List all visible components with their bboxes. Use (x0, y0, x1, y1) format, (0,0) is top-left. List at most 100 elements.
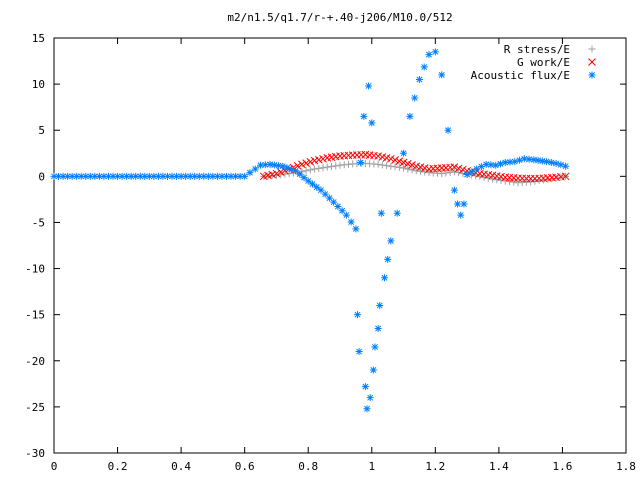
data-point (516, 156, 524, 164)
data-point (361, 383, 369, 391)
y-tick-label: -5 (32, 216, 45, 229)
data-point (173, 172, 181, 180)
data-point (482, 160, 490, 168)
data-point (561, 172, 570, 181)
data-point (261, 161, 269, 169)
legend-label: Acoustic flux/E (471, 69, 570, 82)
x-tick-label: 0.8 (298, 460, 318, 473)
data-point (383, 162, 391, 170)
data-point (408, 166, 416, 174)
data-point (275, 162, 283, 170)
data-point (266, 160, 274, 168)
data-point (450, 163, 459, 171)
data-point (360, 112, 368, 120)
data-point (136, 172, 144, 180)
y-tick-label: -15 (25, 309, 45, 322)
data-point (412, 167, 420, 175)
data-point (257, 161, 265, 169)
data-point (104, 172, 112, 180)
data-point (236, 172, 244, 180)
data-point (520, 155, 528, 163)
data-point (332, 162, 340, 170)
data-point (55, 172, 63, 180)
data-point (73, 172, 81, 180)
data-point (438, 170, 446, 178)
data-point (387, 162, 395, 170)
data-point (543, 158, 551, 166)
data-point (501, 159, 509, 166)
data-point (319, 164, 327, 172)
y-tick-label: -10 (25, 263, 45, 276)
data-point (311, 165, 319, 173)
data-point (154, 172, 162, 180)
data-point (213, 172, 221, 180)
data-marks (50, 48, 570, 413)
data-point (118, 172, 126, 180)
data-point (371, 343, 379, 351)
x-tick-label: 1 (368, 460, 375, 473)
data-point (552, 174, 560, 182)
data-point (493, 176, 501, 184)
data-point (59, 172, 67, 180)
data-point (334, 202, 342, 210)
plot-border (53, 37, 627, 454)
data-point (272, 169, 281, 178)
y-tick-label: 5 (38, 124, 45, 137)
data-point (487, 161, 495, 169)
x-tick-label: 0.6 (235, 460, 255, 473)
data-point (328, 162, 336, 170)
legend-marker (588, 71, 596, 79)
legend-label: R stress/E (504, 43, 570, 56)
data-point (444, 126, 452, 134)
data-point (342, 211, 350, 219)
data-point (363, 405, 371, 413)
x-tick-label: 1.4 (489, 460, 509, 473)
data-point (323, 163, 331, 171)
y-tick-label: -30 (25, 447, 45, 460)
data-point (489, 175, 497, 183)
data-point (505, 178, 513, 186)
data-point (141, 172, 149, 180)
data-point (421, 168, 429, 176)
data-point (296, 170, 304, 178)
data-point (408, 161, 416, 169)
data-point (298, 160, 306, 169)
data-point (132, 172, 140, 180)
data-point (306, 166, 314, 174)
data-point (374, 160, 382, 168)
data-point (357, 159, 365, 166)
data-point (496, 160, 504, 168)
data-point (186, 172, 194, 180)
y-tick-label: 0 (38, 170, 45, 183)
data-point (114, 172, 122, 180)
data-point (321, 190, 329, 198)
data-point (420, 63, 428, 71)
data-point (352, 225, 360, 233)
data-point (68, 172, 76, 180)
data-point (317, 186, 325, 194)
data-point (534, 156, 542, 164)
data-point (378, 161, 386, 169)
data-point (204, 172, 212, 180)
data-point (109, 172, 117, 180)
chart-title: m2/n1.5/q1.7/r-+.40-j206/M10.0/512 (227, 11, 452, 24)
data-point (450, 186, 458, 194)
legend-marker (588, 58, 596, 66)
data-point (195, 172, 203, 180)
data-point (127, 172, 135, 180)
data-point (330, 198, 338, 206)
data-point (95, 172, 103, 180)
data-point (400, 164, 408, 172)
data-point (391, 163, 399, 171)
data-point (484, 174, 492, 182)
data-point (387, 237, 395, 245)
data-point (457, 211, 465, 219)
data-point (501, 177, 509, 185)
data-point (283, 164, 291, 172)
data-point (380, 274, 388, 282)
data-point (223, 172, 231, 180)
data-point (530, 156, 538, 164)
x-tick-label: 0.2 (108, 460, 128, 473)
